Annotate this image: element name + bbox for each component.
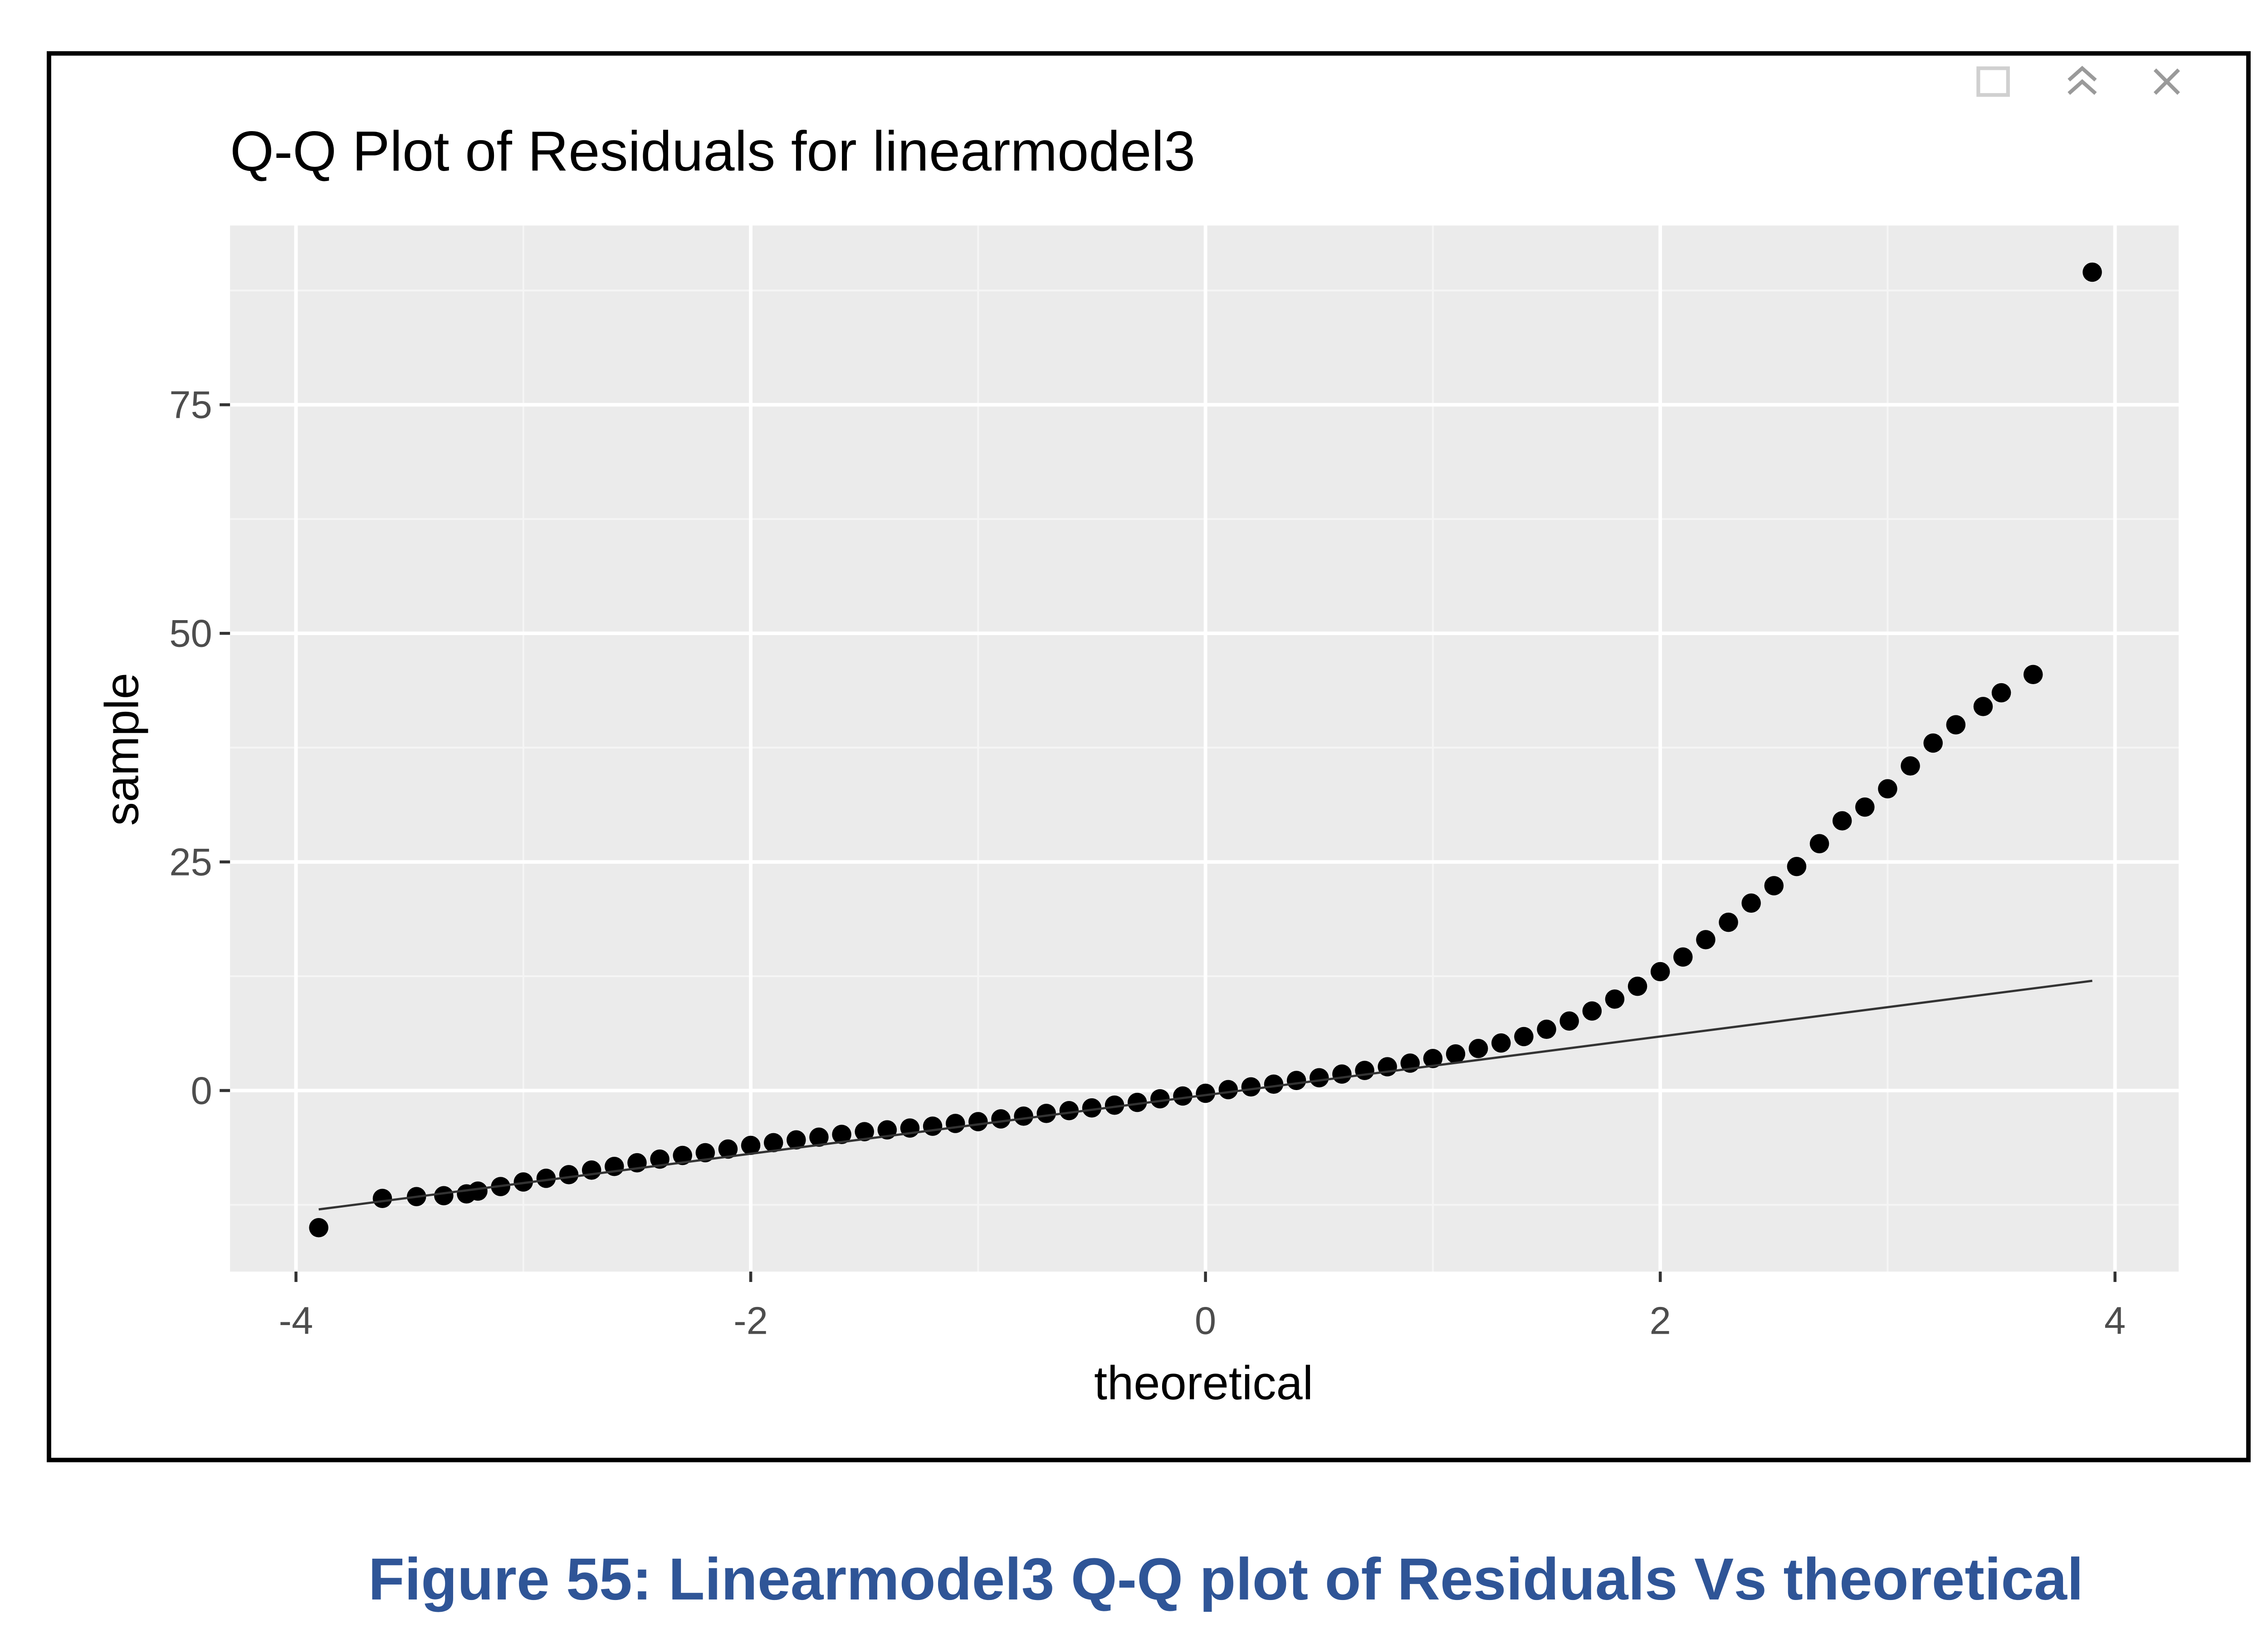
point [832,1125,851,1144]
x-tick-label: 4 [2104,1299,2126,1342]
point [1196,1083,1215,1103]
point [1582,1001,1602,1021]
point [1014,1106,1033,1126]
x-tick-label: -2 [733,1299,768,1342]
collapse-button[interactable] [2068,65,2097,95]
point [763,1133,783,1153]
chart-title: Q-Q Plot of Residuals for linearmodel3 [230,120,1195,183]
point [787,1130,806,1150]
x-tick-label: 2 [1650,1299,1671,1342]
point [1332,1064,1352,1084]
point [741,1135,761,1155]
point [1218,1080,1238,1100]
point [1423,1049,1443,1068]
point [923,1116,943,1136]
point [1787,856,1807,876]
point [1809,834,1829,853]
point [809,1127,829,1147]
point [1741,893,1761,913]
point [1241,1077,1261,1097]
point [1923,733,1943,753]
point [1832,811,1852,831]
point [1105,1095,1124,1115]
point [1446,1044,1466,1064]
y-tick-label: 50 [169,612,212,656]
point [1719,912,1738,932]
x-tick-label: 0 [1195,1299,1216,1342]
y-axis-label: sample [95,673,148,826]
point [1650,962,1670,982]
point [1173,1086,1193,1106]
point [582,1160,601,1180]
point [1696,930,1716,949]
point [1082,1098,1102,1118]
marks [309,262,2102,1238]
window-controls [1976,65,2180,97]
point [1286,1071,1306,1091]
point [1355,1061,1374,1080]
point [309,1218,328,1238]
point [1264,1074,1284,1094]
point [1901,756,1920,776]
point [1127,1092,1147,1112]
point [1855,797,1875,817]
point [991,1109,1011,1129]
point [468,1181,488,1201]
point [1946,715,1966,734]
popout-button[interactable] [1976,66,2010,97]
point [1673,947,1693,967]
point [1491,1033,1511,1053]
point [695,1143,715,1163]
x-axis-label: theoretical [1094,1356,1313,1409]
point [1878,779,1897,799]
point [1991,683,2011,703]
point [1514,1027,1534,1047]
y-tick-label: 0 [191,1069,212,1112]
x-tick-label: -4 [279,1299,313,1342]
point [434,1186,454,1206]
point [536,1169,556,1188]
point [1605,989,1625,1009]
point [1628,976,1647,996]
point [1036,1104,1056,1123]
figure-caption: Figure 55: Linearmodel3 Q-Q plot of Resi… [368,1546,2083,1612]
y-tick-label: 25 [169,841,212,884]
point [945,1114,965,1133]
point [2082,262,2102,282]
point [1309,1068,1329,1087]
point [1973,697,1993,716]
point [855,1122,874,1141]
point [968,1112,988,1131]
point [1559,1011,1579,1031]
close-button[interactable] [2153,68,2180,95]
reference-line [318,979,2092,1211]
point [372,1189,392,1209]
point [673,1145,692,1165]
point [1468,1038,1488,1058]
point [559,1165,579,1184]
point [1537,1019,1556,1039]
point [1764,876,1784,895]
point [718,1139,738,1159]
point [1150,1089,1170,1109]
point [2023,665,2043,685]
point [1059,1101,1079,1120]
y-tick-label: 75 [169,384,212,427]
